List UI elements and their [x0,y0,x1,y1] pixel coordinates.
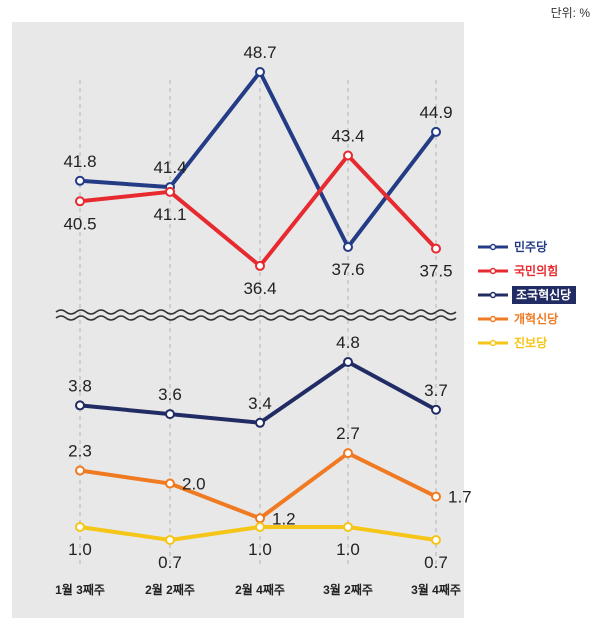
data-label: 3.7 [424,381,448,400]
data-point [165,478,175,489]
data-point [343,242,353,252]
data-point [75,465,85,476]
data-label: 37.5 [419,262,452,281]
x-tick-label: 2월 4째주 [235,582,285,597]
gridlines [79,80,437,565]
data-point [75,400,85,411]
data-point [431,535,441,545]
data-label: 3.8 [68,376,92,395]
legend-label: 진보당 [514,335,547,350]
data-label: 2.0 [182,475,206,494]
data-point [165,409,175,420]
legend-logo-box [512,286,576,304]
data-label: 2.3 [68,442,92,461]
legend-label: 국민의힘 [514,263,558,278]
data-label: 0.7 [158,553,182,572]
data-label: 0.7 [424,553,448,572]
unit-label: 단위: % [550,6,590,20]
data-label: 41.1 [153,205,186,224]
data-point [75,521,85,532]
data-label: 2.7 [336,424,360,443]
data-label: 1.2 [272,509,296,528]
axis-break [55,309,457,321]
data-point [75,196,85,207]
data-point [343,357,353,367]
data-label: 36.4 [243,279,276,298]
legend-marker [489,291,497,299]
data-point [431,126,441,137]
data-label: 1.0 [68,540,92,559]
data-label: 48.7 [243,43,276,62]
legend-marker [489,267,497,275]
data-label: 44.9 [419,103,452,122]
data-label: 4.8 [336,333,360,352]
data-point [343,448,353,459]
data-label: 37.6 [331,260,364,279]
data-point [255,67,265,77]
data-point [165,186,175,197]
x-tick-label: 3월 4째주 [411,582,461,597]
legend-marker [489,243,497,251]
data-label: 41.8 [63,152,96,171]
data-point [343,150,353,161]
data-point [255,513,265,524]
legend-label: 민주당 [514,239,547,254]
data-point [165,535,175,545]
data-point [75,175,85,186]
data-label: 3.4 [248,394,272,413]
data-label: 1.0 [336,540,360,559]
data-label: 1.7 [448,488,472,507]
legend-marker [489,339,497,347]
data-point [343,521,353,532]
data-label: 40.5 [63,214,96,233]
data-label: 3.6 [158,385,182,404]
data-point [431,404,441,415]
legend-label: 개혁신당 [514,311,558,326]
x-tick-label: 2월 2째주 [145,582,195,597]
data-label: 1.0 [248,540,272,559]
data-label: 43.4 [331,127,364,146]
data-point [431,243,441,254]
data-label: 41.4 [153,158,186,177]
legend-marker [489,315,497,323]
x-tick-label: 3월 2째주 [323,582,373,597]
x-tick-label: 1월 3째주 [55,582,105,597]
legend-label: 조국혁신당 [516,287,571,302]
data-point [255,417,265,428]
data-point [255,260,265,271]
data-point [431,491,441,502]
data-point [255,521,265,532]
